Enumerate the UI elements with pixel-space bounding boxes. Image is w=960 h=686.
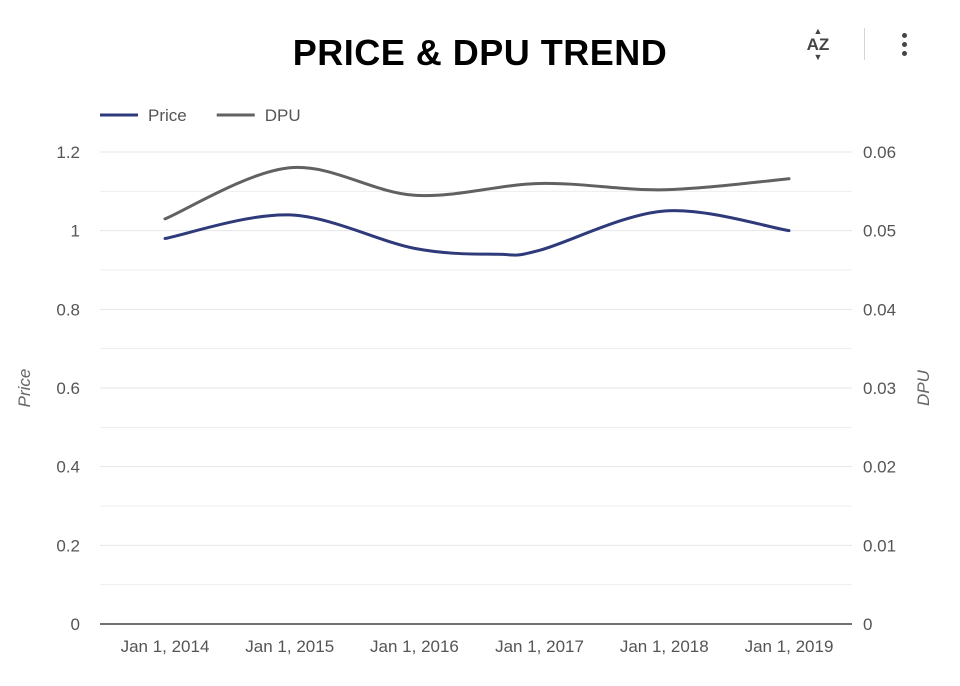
legend-item-dpu[interactable]: DPU [216,106,301,125]
more-options-button[interactable] [886,26,922,62]
legend: Price DPU [100,106,301,125]
y-right-tick-label: 0.03 [863,379,896,398]
y-right-tick-label: 0.05 [863,222,896,241]
legend-item-price[interactable]: Price [100,106,187,125]
y-right-tick-label: 0.04 [863,300,896,319]
y-right-tick-label: 0.01 [863,536,896,555]
y-left-tick-label: 0.8 [56,300,80,319]
y-left-tick-label: 0 [71,615,80,634]
y-right-tick-label: 0.02 [863,458,896,477]
sort-az-icon: ▲ AZ ▼ [806,25,830,62]
y-right-tick-label: 0 [863,615,872,634]
legend-label: DPU [265,106,301,125]
x-tick-label: Jan 1, 2015 [245,637,334,656]
x-axis: Jan 1, 2014 Jan 1, 2015 Jan 1, 2016 Jan 1, … [121,637,834,656]
legend-label: Price [148,106,187,125]
gridlines [100,151,852,625]
y-left-tick-label: 1.2 [56,143,80,162]
chart-title: PRICE & DPU TREND [292,32,668,73]
more-vert-icon [901,32,907,56]
y-left-tick-label: 1 [71,222,80,241]
toolbar-divider [864,28,865,60]
x-tick-label: Jan 1, 2016 [370,637,459,656]
y-axis-right-title: DPU [914,369,933,406]
x-tick-label: Jan 1, 2019 [745,637,834,656]
y-left-tick-label: 0.4 [56,458,80,477]
sort-button[interactable]: ▲ AZ ▼ [800,26,836,62]
y-axis-right: 0 0.01 0.02 0.03 0.04 0.05 0.06 [863,143,896,634]
series-line-dpu [163,165,791,221]
y-axis-left-title: Price [15,369,34,408]
y-right-tick-label: 0.06 [863,143,896,162]
y-left-tick-label: 0.2 [56,536,80,555]
y-axis-left: 0 0.2 0.4 0.6 0.8 1 1.2 [56,143,80,634]
series-line-price [163,209,791,257]
series-lines [163,165,791,257]
y-left-tick-label: 0.6 [56,379,80,398]
x-tick-label: Jan 1, 2017 [495,637,584,656]
x-tick-label: Jan 1, 2018 [620,637,709,656]
x-tick-label: Jan 1, 2014 [121,637,210,656]
